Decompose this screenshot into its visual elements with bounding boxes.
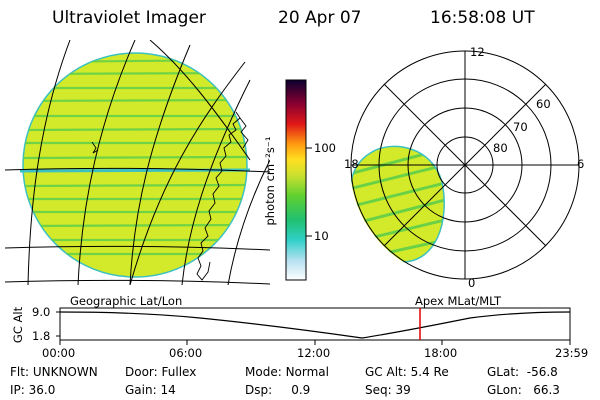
geographic-caption: Geographic Lat/Lon [70,294,183,308]
info-flt: Flt: UNKNOWN [10,365,98,379]
info-door: Door: Fullex [125,365,197,379]
mlat-label-80: 80 [493,141,508,155]
info-mode: Mode: Normal [245,365,329,379]
polar-plot [350,50,580,280]
info-gc-alt: GC Alt: 5.4 Re [365,365,449,379]
gc-alt-axis-label: GC Alt [11,306,25,344]
time-tick-1800: 18:00 [424,346,458,360]
colorbar-unit-label: photon cm⁻²s⁻¹ [263,136,277,226]
time-tick-1200: 12:00 [297,346,331,360]
info-ip: IP: 36.0 [10,383,56,397]
info-seq: Seq: 39 [365,383,411,397]
colorbar-tick-100: 100 [314,141,336,155]
color-bar [285,79,312,281]
mlt-label-6: 6 [577,157,585,171]
info-glat: GLat: -56.8 [487,365,558,379]
mlt-label-0: 0 [468,276,476,290]
date-label: 20 Apr 07 [278,8,362,28]
info-dsp: Dsp: 0.9 [245,383,311,397]
altitude-timeline [56,307,571,345]
instrument-title: Ultraviolet Imager [52,8,206,28]
time-tick-2359: 23:59 [555,346,589,360]
coastline [91,111,249,281]
gc-alt-min: 1.8 [32,329,51,343]
info-glon: GLon: 66.3 [487,383,560,397]
mlat-label-60: 60 [536,97,551,111]
mlat-label-70: 70 [513,120,528,134]
mlt-label-12: 12 [470,45,485,59]
gc-alt-max: 9.0 [32,305,51,319]
mlt-label-18: 18 [344,157,359,171]
info-gain: Gain: 14 [125,383,176,397]
time-tick-0600: 06:00 [169,346,203,360]
time-tick-0000: 00:00 [42,346,76,360]
colorbar-tick-10: 10 [314,229,329,243]
time-label: 16:58:08 UT [430,8,535,28]
geographic-grid [5,40,270,285]
apex-caption: Apex MLat/MLT [415,294,502,308]
